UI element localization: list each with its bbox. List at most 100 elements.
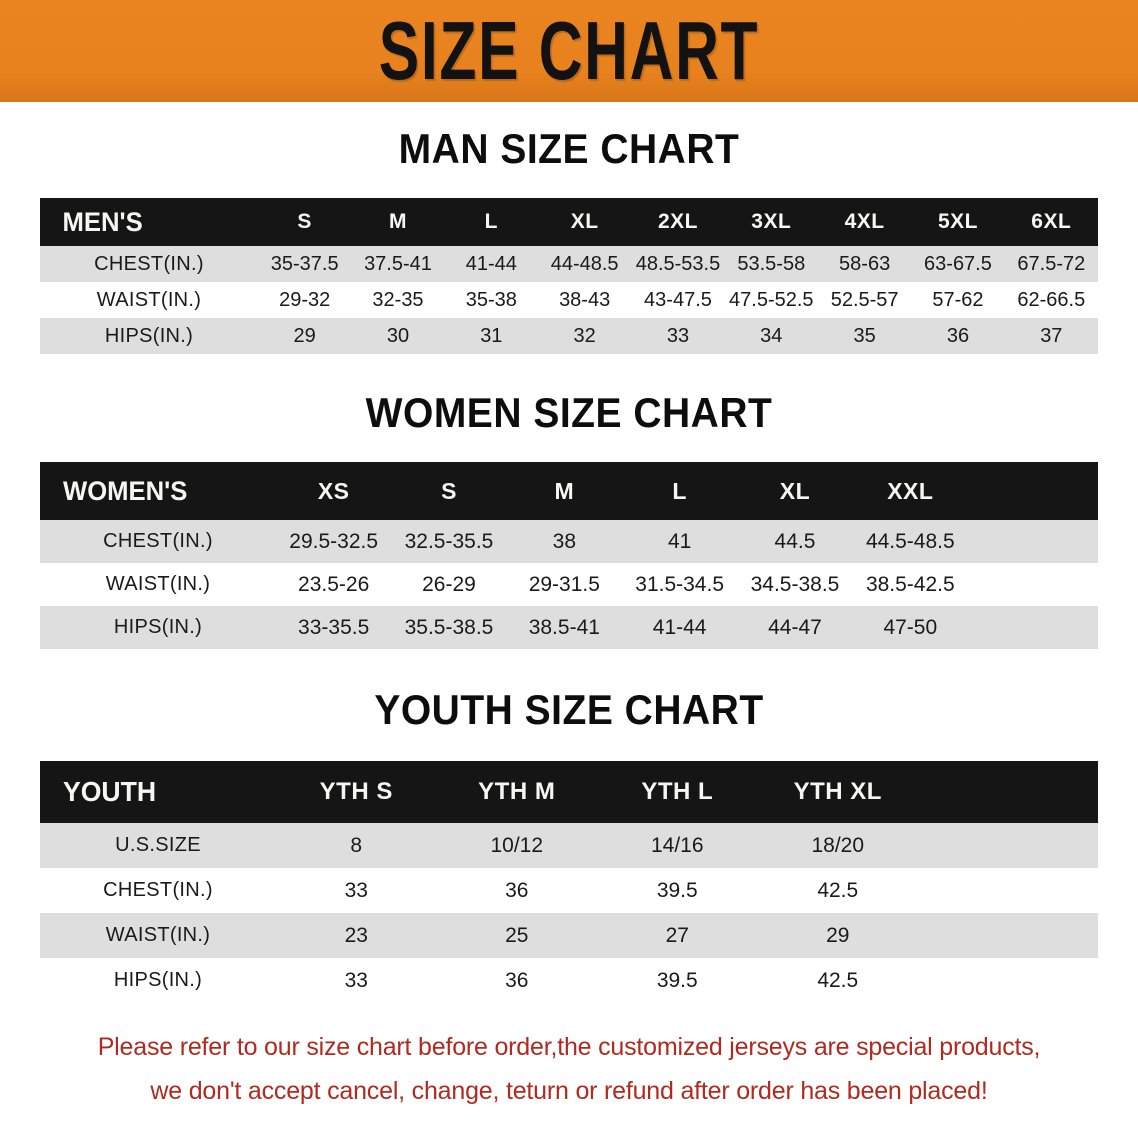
youth-cell-1-1: 36 [505,878,529,902]
man-cell-0-2: 41-44 [465,252,517,275]
man-cell-1-6: 52.5-57 [830,288,899,311]
women-cell-1-1: 26-29 [422,572,476,596]
women-row-spacer [968,520,1098,563]
table-row: CHEST(IN.) 35-37.5 37.5-41 41-44 44-48.5… [40,246,1098,282]
women-row-spacer [968,606,1098,649]
youth-cell-1-0: 33 [344,878,368,902]
man-cell-2-1: 30 [386,324,410,347]
man-size-col-2: L [484,210,498,233]
table-row: HIPS(IN.) 29 30 31 32 33 34 35 36 37 [40,318,1098,354]
women-corner-label: WOMEN'S [63,475,188,506]
youth-row-spacer [918,823,1098,868]
youth-size-col-3: YTH XL [793,778,882,805]
women-size-col-1: S [441,477,457,504]
women-size-col-2: M [554,477,575,504]
youth-header-spacer [918,761,1098,823]
man-cell-0-3: 44-48.5 [550,252,619,275]
women-cell-1-2: 29-31.5 [528,572,600,596]
youth-cell-0-2: 14/16 [650,833,704,857]
man-cell-2-5: 34 [760,324,783,347]
women-size-table-wrapper: WOMEN'S XS S M L XL XXL CHEST(IN.) 29.5-… [40,462,1098,649]
table-row: WAIST(IN.) 29-32 32-35 35-38 38-43 43-47… [40,282,1098,318]
youth-cell-1-3: 42.5 [817,878,859,902]
women-row-spacer [968,563,1098,606]
man-cell-1-4: 43-47.5 [644,288,712,311]
table-row: HIPS(IN.) 33 36 39.5 42.5 [40,958,1098,1003]
man-cell-0-4: 48.5-53.5 [635,252,721,275]
women-header-spacer [968,462,1098,520]
man-cell-1-2: 35-38 [465,288,517,311]
man-size-col-3: XL [570,210,599,233]
man-cell-2-2: 31 [480,324,503,347]
women-row-label-2: HIPS(IN.) [113,616,203,638]
man-cell-2-0: 29 [293,324,316,347]
women-cell-1-0: 23.5-26 [298,572,370,596]
youth-cell-3-0: 33 [344,968,368,992]
man-row-label-1: WAIST(IN.) [96,288,202,311]
man-cell-2-8: 37 [1040,324,1063,347]
youth-row-spacer [918,868,1098,913]
youth-row-label-1: CHEST(IN.) [103,879,213,901]
man-table-header-row: MEN'S S M L XL 2XL 3XL 4XL 5XL 6XL [40,198,1098,246]
table-row: WAIST(IN.) 23 25 27 29 [40,913,1098,958]
man-size-col-5: 3XL [751,210,792,233]
man-cell-0-6: 58-63 [839,252,891,275]
youth-cell-2-2: 27 [665,923,689,947]
youth-corner-label: YOUTH [63,776,157,807]
man-size-col-8: 6XL [1031,210,1072,233]
youth-cell-3-1: 36 [505,968,529,992]
women-cell-1-3: 31.5-34.5 [635,572,725,596]
man-cell-1-7: 57-62 [932,288,984,311]
man-cell-1-0: 29-32 [279,288,331,311]
women-cell-0-4: 44.5 [774,529,816,553]
youth-row-spacer [918,958,1098,1003]
disclaimer-line-1: Please refer to our size chart before or… [97,1033,1041,1061]
youth-size-col-2: YTH L [641,778,714,805]
women-table-header-row: WOMEN'S XS S M L XL XXL [40,462,1098,520]
women-section-title: WOMEN SIZE CHART [365,390,773,437]
youth-row-label-3: HIPS(IN.) [113,969,203,991]
man-cell-2-6: 35 [853,324,876,347]
man-cell-1-3: 38-43 [559,288,611,311]
youth-cell-2-3: 29 [826,923,850,947]
women-size-col-5: XXL [887,477,934,504]
man-cell-0-0: 35-37.5 [270,252,339,275]
man-cell-1-5: 47.5-52.5 [729,288,814,311]
man-cell-2-3: 32 [573,324,596,347]
women-size-col-3: L [672,477,687,504]
women-row-label-1: WAIST(IN.) [105,573,211,595]
women-row-label-0: CHEST(IN.) [103,530,213,552]
women-cell-0-2: 38 [552,529,576,553]
man-size-col-4: 2XL [657,210,698,233]
youth-cell-1-2: 39.5 [656,878,698,902]
women-cell-0-1: 32.5-35.5 [404,529,494,553]
page-banner: SIZE CHART [0,0,1138,102]
youth-size-table: YOUTH YTH S YTH M YTH L YTH XL U.S.SIZE … [40,761,1098,1003]
man-cell-0-1: 37.5-41 [364,252,432,275]
man-size-col-0: S [297,210,312,233]
table-row: CHEST(IN.) 33 36 39.5 42.5 [40,868,1098,913]
man-cell-1-8: 62-66.5 [1017,288,1086,311]
youth-table-header-row: YOUTH YTH S YTH M YTH L YTH XL [40,761,1098,823]
women-cell-2-5: 47-50 [883,615,938,639]
youth-cell-0-3: 18/20 [811,833,865,857]
youth-cell-3-3: 42.5 [817,968,859,992]
youth-size-col-1: YTH M [478,778,556,805]
youth-cell-2-1: 25 [505,923,529,947]
women-size-table: WOMEN'S XS S M L XL XXL CHEST(IN.) 29.5-… [40,462,1098,649]
man-cell-0-5: 53.5-58 [737,252,806,275]
man-row-label-0: CHEST(IN.) [94,252,204,275]
man-size-table: MEN'S S M L XL 2XL 3XL 4XL 5XL 6XL CHEST… [40,198,1098,354]
youth-size-table-wrapper: YOUTH YTH S YTH M YTH L YTH XL U.S.SIZE … [40,761,1098,1003]
women-cell-1-5: 38.5-42.5 [865,572,955,596]
women-cell-0-5: 44.5-48.5 [865,529,955,553]
women-cell-2-0: 33-35.5 [298,615,370,639]
women-cell-2-1: 35.5-38.5 [404,615,494,639]
table-row: CHEST(IN.) 29.5-32.5 32.5-35.5 38 41 44.… [40,520,1098,563]
women-cell-0-0: 29.5-32.5 [289,529,379,553]
man-size-col-7: 5XL [937,210,978,233]
disclaimer-line-2: we don't accept cancel, change, teturn o… [150,1077,988,1105]
man-cell-2-7: 36 [946,324,970,347]
youth-row-label-0: U.S.SIZE [115,834,201,856]
man-size-col-6: 4XL [844,210,885,233]
